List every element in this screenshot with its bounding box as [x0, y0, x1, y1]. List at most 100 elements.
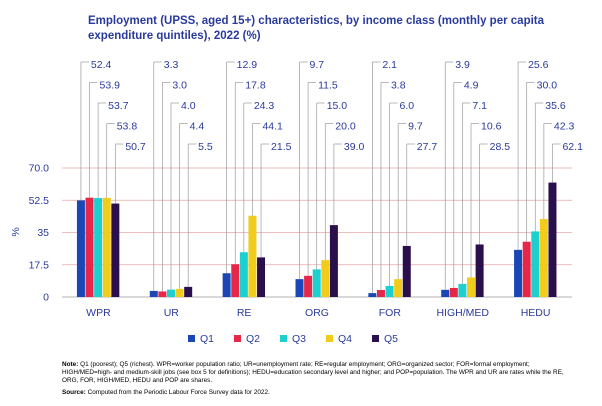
x-tick-label: FOR	[379, 307, 402, 319]
data-label: 27.7	[417, 141, 438, 153]
data-label: 39.0	[344, 141, 365, 153]
bar-q4	[102, 197, 111, 297]
legend-label: Q4	[338, 333, 352, 345]
data-label: 25.6	[528, 59, 549, 71]
bar-q2	[158, 291, 167, 297]
data-label: 3.3	[164, 59, 179, 71]
bar-q5	[257, 257, 266, 297]
data-label: 9.7	[310, 59, 325, 71]
y-tick-label: 52.5	[29, 195, 50, 207]
data-label: 9.7	[408, 121, 423, 133]
chart-title: Employment (UPSS, aged 15+) characterist…	[88, 15, 545, 42]
bar-q2	[231, 264, 240, 297]
data-label: 62.1	[562, 141, 583, 153]
y-tick-label: 17.5	[29, 259, 50, 271]
bar-q2	[449, 287, 458, 297]
data-label: 20.0	[335, 121, 356, 133]
legend-swatch-q5	[372, 335, 379, 342]
data-label: 7.1	[472, 100, 487, 112]
data-label: 3.0	[172, 80, 187, 92]
bar-q2	[304, 275, 313, 297]
data-label: 2.1	[382, 59, 397, 71]
data-label: 6.0	[400, 100, 415, 112]
bar-q1	[441, 289, 450, 297]
data-label: 52.4	[91, 59, 112, 71]
bar-q4	[321, 260, 330, 297]
data-label: 4.4	[190, 121, 205, 133]
data-label: 10.6	[481, 121, 502, 133]
x-tick-label: ORG	[305, 307, 329, 319]
bar-q5	[329, 225, 338, 297]
bar-q2	[522, 241, 531, 297]
bar-q3	[166, 289, 175, 297]
bar-q5	[402, 245, 411, 297]
bar-q3	[385, 285, 394, 297]
bar-q3	[94, 198, 103, 297]
x-tick-label: UR	[164, 307, 180, 319]
data-label: 15.0	[327, 100, 348, 112]
legend-swatch-q2	[234, 335, 241, 342]
chart-source: Source: Computed from the Periodic Labou…	[62, 389, 574, 397]
data-label: 5.5	[198, 141, 213, 153]
data-label: 42.3	[554, 121, 575, 133]
data-label: 28.5	[490, 141, 511, 153]
data-label: 24.3	[254, 100, 275, 112]
chart-note: Note: Q1 (poorest); Q5 (richest). WPR=wo…	[62, 361, 574, 386]
legend-label: Q1	[200, 333, 214, 345]
data-label: 53.8	[117, 121, 138, 133]
y-tick-label: 0	[43, 292, 49, 304]
bar-q3	[239, 252, 248, 297]
bar-q3	[531, 231, 540, 297]
data-label: 4.9	[464, 80, 479, 92]
data-label: 21.5	[271, 141, 292, 153]
y-tick-label: 35	[37, 227, 49, 239]
legend-label: Q3	[292, 333, 306, 345]
data-label: 4.0	[181, 100, 196, 112]
bar-q4	[394, 279, 403, 297]
source-text: Computed from the Periodic Labour Force …	[87, 389, 270, 396]
data-label: 35.6	[545, 100, 566, 112]
legend-swatch-q1	[188, 335, 195, 342]
legend-swatch-q3	[280, 335, 287, 342]
bar-q4	[467, 277, 476, 297]
data-label: 30.0	[537, 80, 558, 92]
data-label: 50.7	[125, 141, 146, 153]
bar-q2	[85, 197, 94, 297]
y-axis-label: %	[10, 227, 22, 236]
x-tick-label: HEDU	[521, 307, 551, 319]
x-tick-label: WPR	[86, 307, 111, 319]
data-label: 12.9	[237, 59, 258, 71]
note-text: Q1 (poorest); Q5 (richest). WPR=worker p…	[62, 361, 564, 385]
legend-label: Q5	[384, 333, 398, 345]
bar-q5	[184, 286, 193, 297]
source-label: Source:	[62, 389, 86, 396]
bar-q5	[111, 203, 120, 297]
bar-q5	[548, 182, 557, 297]
bar-q3	[458, 283, 467, 297]
y-tick-label: 70.0	[29, 163, 50, 175]
x-tick-label: RE	[237, 307, 252, 319]
legend-label: Q2	[246, 333, 260, 345]
bar-q3	[312, 269, 321, 297]
data-label: 53.9	[100, 80, 121, 92]
data-label: 44.1	[262, 121, 283, 133]
bar-q1	[76, 200, 85, 297]
data-label: 53.7	[108, 100, 129, 112]
bar-q4	[539, 219, 548, 297]
bar-q1	[222, 273, 231, 297]
bar-q1	[368, 293, 377, 297]
bar-q2	[376, 289, 385, 297]
data-label: 17.8	[245, 80, 266, 92]
bar-q1	[295, 279, 304, 297]
bar-q1	[149, 290, 158, 297]
x-tick-label: HIGH/MED	[436, 307, 489, 319]
bar-q1	[514, 249, 523, 297]
data-label: 3.8	[391, 80, 406, 92]
bar-q4	[248, 215, 257, 297]
bar-q4	[175, 288, 184, 297]
note-label: Note:	[62, 361, 79, 368]
bar-q5	[475, 244, 484, 297]
data-label: 3.9	[455, 59, 470, 71]
data-label: 11.5	[318, 80, 338, 92]
